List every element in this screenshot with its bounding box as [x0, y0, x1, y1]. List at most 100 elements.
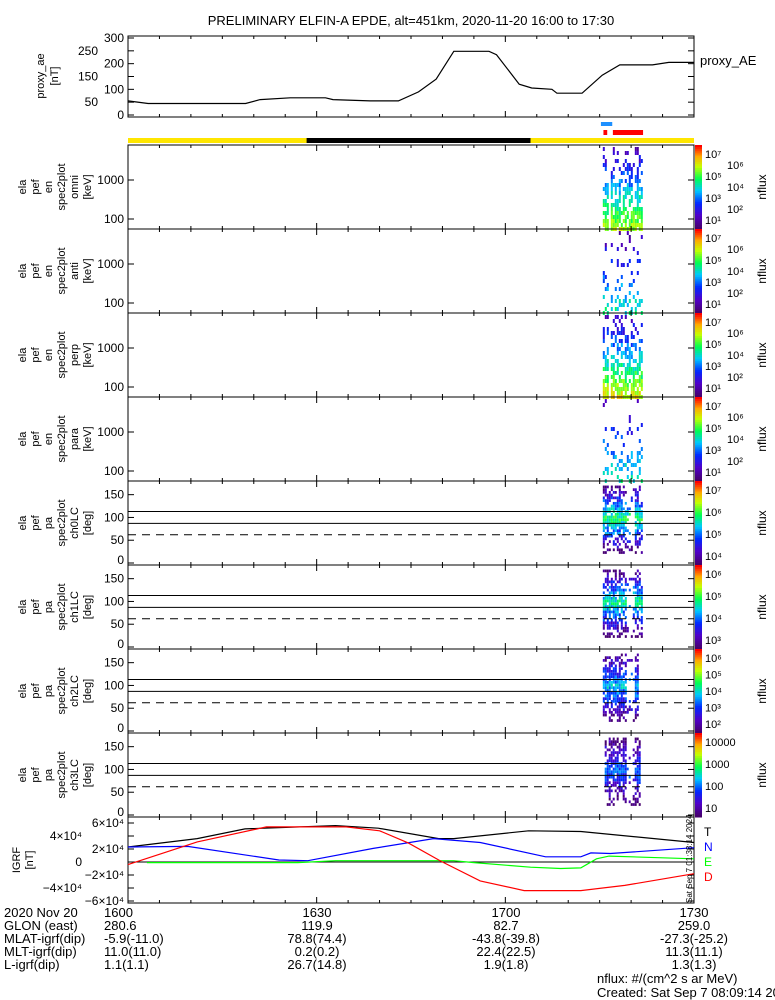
spectrogram-cell [608, 680, 611, 684]
colorbar-cell [695, 567, 702, 570]
spectrogram-cell [618, 512, 621, 516]
spectrogram-cell [618, 786, 621, 790]
spectrogram-cell [624, 686, 627, 690]
spectrogram-cell [616, 580, 619, 584]
spectrogram-cell [616, 307, 619, 311]
colorbar-tick-label: 10000 [705, 737, 736, 749]
spectrogram-cell [610, 518, 613, 522]
spectrogram-cell [606, 583, 609, 586]
colorbar-cell [695, 342, 702, 345]
anti-ylabel: en [43, 265, 55, 277]
spectrogram-cell [620, 275, 623, 279]
spectrogram-cell [602, 391, 605, 395]
spectrogram-cell [606, 683, 609, 687]
spectrogram-cell [604, 512, 607, 516]
spectrogram-cell [622, 705, 625, 709]
spectrogram-cell [616, 521, 619, 524]
colorbar-tick-label: 10⁷ [705, 233, 721, 245]
spectrogram-cell [610, 680, 613, 684]
ch3LC-ytick-label: 0 [117, 805, 124, 819]
spectrogram-cell [614, 529, 617, 533]
colorbar-cell [695, 604, 702, 608]
colorbar-cell [695, 187, 702, 190]
spectrogram-cell [612, 521, 615, 524]
spectrogram-cell [622, 737, 625, 741]
spectrogram-cell [620, 667, 623, 670]
spectrogram-cell [618, 375, 621, 379]
spectrogram-cell [604, 427, 607, 431]
spectrogram-cell [612, 175, 615, 179]
colorbar-cell [695, 315, 702, 318]
spectrogram-cell [602, 163, 605, 167]
spectrogram-cell [610, 187, 613, 191]
spectrogram-cell [606, 327, 609, 331]
colorbar-cell [695, 772, 702, 776]
spectrogram-cell [636, 195, 639, 199]
spectrogram-cell [622, 523, 625, 527]
spectrogram-cell [640, 379, 643, 383]
spectrogram-cell [622, 187, 625, 191]
spectrogram-cell [612, 784, 615, 787]
spectrogram-cell [610, 343, 613, 347]
spectrogram-cell [602, 545, 605, 549]
spectrogram-cell [606, 767, 609, 771]
spectrogram-cell [636, 591, 639, 595]
spectrogram-cell [634, 501, 637, 505]
spectrogram-cell [634, 551, 637, 554]
spectrogram-cell [614, 767, 617, 771]
colorbar-tick-label: 10⁴ [727, 350, 744, 362]
colorbar-cell [695, 707, 702, 711]
spectrogram-cell [638, 467, 641, 471]
spectrogram-cell [616, 259, 619, 263]
colorbar-cell [695, 287, 702, 291]
spectrogram-cell [636, 532, 639, 535]
spectrogram-cell [608, 616, 611, 619]
spectrogram-cell [604, 399, 607, 403]
spectrogram-cell [624, 781, 627, 785]
colorbar-cell [695, 153, 702, 156]
spectrogram-cell [622, 493, 625, 497]
spectrogram-cell [618, 529, 621, 533]
spectrogram-cell [608, 797, 611, 801]
colorbar-cell [695, 747, 702, 751]
spectrogram-cell [636, 789, 639, 793]
colorbar-cell [695, 426, 702, 429]
proxy-ae-ytick-label: 50 [85, 95, 99, 109]
spectrogram-cell [602, 339, 605, 343]
spectrogram-cell [632, 748, 635, 752]
spectrogram-cell [636, 501, 639, 505]
ch3LC-spectrogram [604, 737, 641, 806]
spectrogram-cell [602, 403, 605, 407]
spectrogram-cell [640, 235, 643, 239]
spectrogram-cell [616, 767, 619, 771]
spectrogram-cell [610, 621, 613, 625]
spectrogram-cell [634, 147, 637, 151]
spectrogram-cell [606, 195, 609, 199]
spectrogram-cell [614, 575, 617, 578]
colorbar-cell [695, 294, 702, 297]
colorbar-cell [695, 808, 702, 812]
spectrogram-cell [610, 471, 613, 475]
spectrogram-cell [618, 532, 621, 535]
spectrogram-cell [624, 743, 627, 746]
spectrogram-cell [608, 591, 611, 595]
spectrogram-cell [604, 521, 607, 524]
spectrogram-cell [602, 591, 605, 595]
spectrogram-cell [622, 443, 625, 447]
spectrogram-cell [622, 327, 625, 331]
spectrogram-cell [604, 363, 607, 367]
spectrogram-cell [626, 183, 629, 187]
spectrogram-cell [616, 705, 619, 709]
spectrogram-cell [606, 705, 609, 709]
spectrogram-cell [624, 759, 627, 763]
spectrogram-cell [618, 507, 621, 511]
science-zone-red-bar [603, 130, 608, 135]
spectrogram-cell [638, 740, 641, 744]
spectrogram-cell [628, 367, 631, 371]
colorbar-tick-label: 10² [727, 372, 743, 384]
spectrogram-cell [606, 515, 609, 519]
spectrogram-cell [640, 159, 643, 163]
colorbar-cell [695, 397, 702, 400]
colorbar-cell [695, 758, 702, 761]
footer-row-value: 11.0(11.0) [104, 944, 161, 959]
